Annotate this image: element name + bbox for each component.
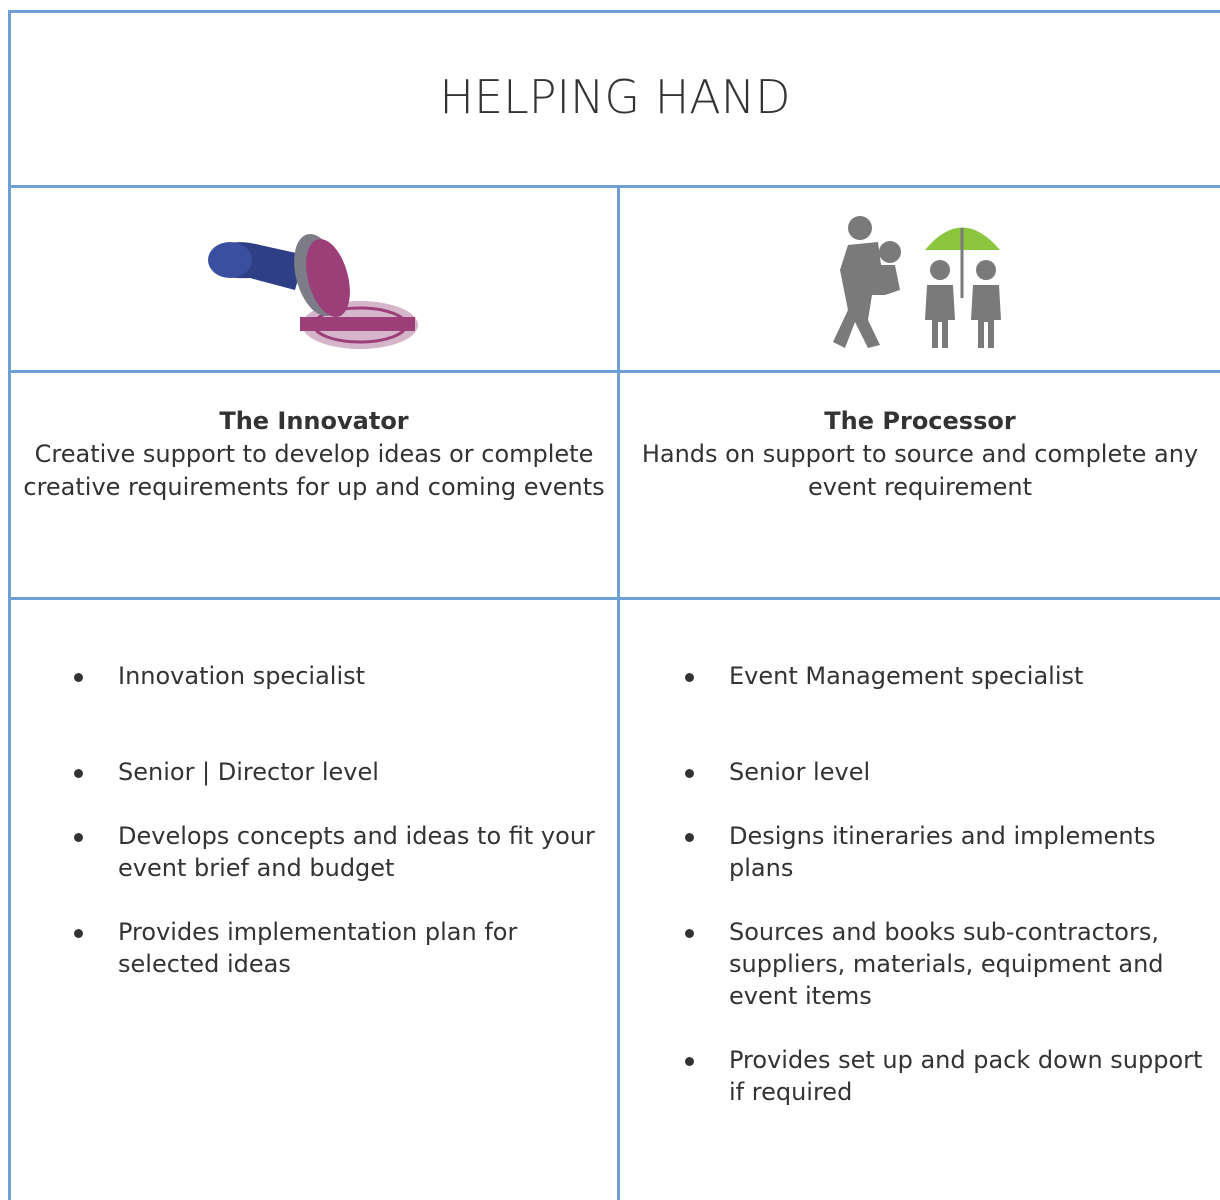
people-image — [833, 216, 1001, 348]
border — [617, 185, 620, 1200]
bullet-item: Senior level — [679, 756, 1219, 788]
bullet-item: Provides implementation plan for selecte… — [68, 916, 598, 980]
title: HELPING HAND — [439, 70, 791, 124]
bullet-item: Event Management specialist — [679, 660, 1219, 692]
border — [8, 10, 11, 1200]
bullet-list: Innovation specialist Senior | Director l… — [68, 660, 598, 1012]
bullet-item: Develops concepts and ideas to fit your … — [68, 820, 598, 884]
border — [8, 10, 1220, 13]
bullet-item: Designs itineraries and implements plans — [679, 820, 1219, 884]
column-description: The Processor Hands on support to source… — [620, 405, 1220, 504]
border — [8, 370, 1220, 373]
bullet-item: Senior | Director level — [68, 756, 598, 788]
bullet-item: Innovation specialist — [68, 660, 598, 692]
bullet-item: Provides set up and pack down support if… — [679, 1044, 1219, 1108]
description-text: Hands on support to source and complete … — [641, 440, 1199, 501]
border — [8, 185, 1220, 188]
column-heading: The Innovator — [219, 407, 409, 435]
column-heading: The Processor — [824, 407, 1016, 435]
border — [8, 597, 1220, 600]
bullet-list: Event Management specialist Senior level D… — [679, 660, 1219, 1140]
column-description: The Innovator Creative support to develo… — [11, 405, 617, 504]
stamp-image — [208, 234, 418, 349]
bullet-item: Sources and books sub-contractors, suppl… — [679, 916, 1219, 1012]
description-text: Creative support to develop ideas or com… — [23, 440, 605, 501]
